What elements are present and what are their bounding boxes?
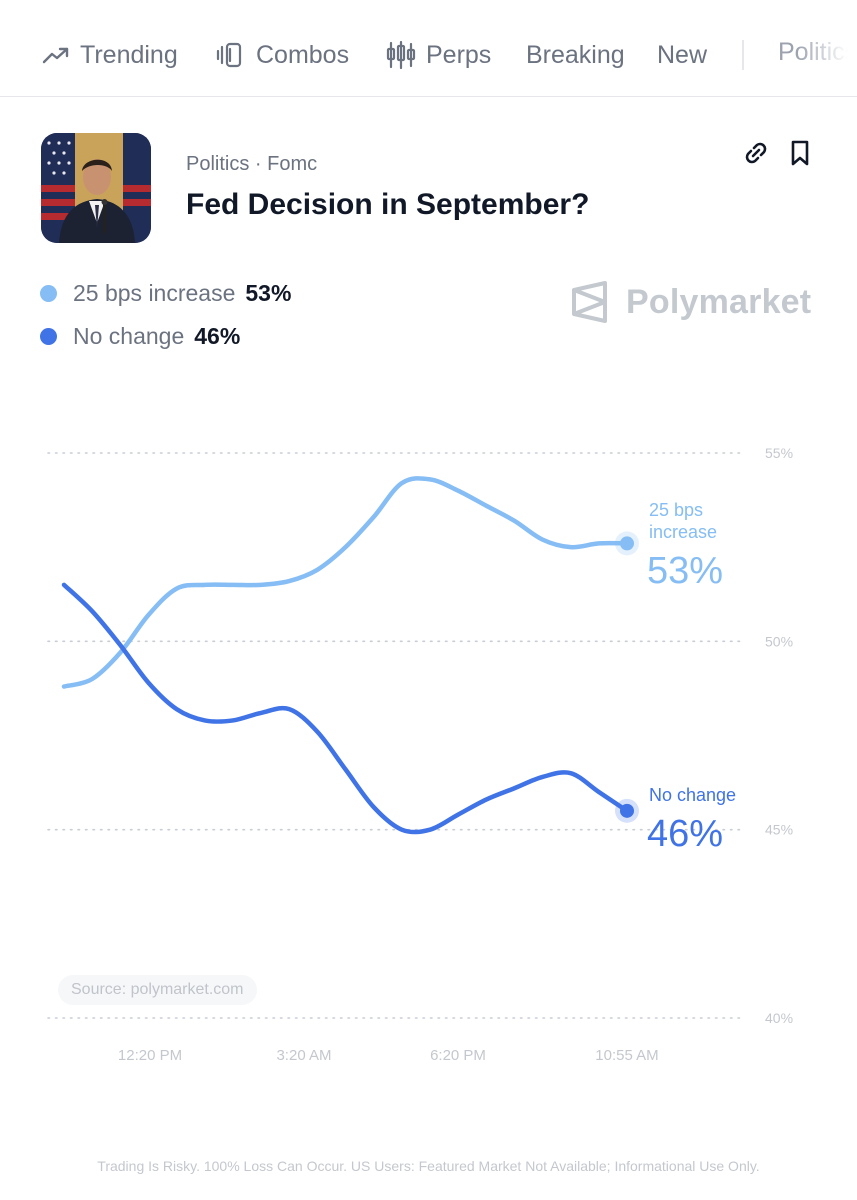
- nav-perps-label: Perps: [426, 40, 492, 69]
- series-end-label: No change: [649, 785, 736, 805]
- legend-dot-no-change: [40, 327, 57, 345]
- nav-combos-label: Combos: [256, 40, 350, 69]
- series-end-value: 46%: [647, 813, 723, 855]
- bookmark-icon: [791, 140, 809, 166]
- nav-new-label: New: [657, 40, 708, 69]
- link-icon: [745, 142, 767, 164]
- nav-combos[interactable]: Combos: [216, 38, 349, 72]
- legend-value-25bps: 53%: [245, 279, 292, 306]
- brand-name: Polymarket: [626, 282, 812, 321]
- nav-fade-overlay: [797, 0, 857, 95]
- series-line: [61, 476, 630, 689]
- legend-item-25bps: 25 bps increase 53%: [40, 278, 291, 308]
- copy-link-button[interactable]: [741, 138, 771, 168]
- candlestick-icon: [386, 40, 416, 70]
- legend-item-no-change: No change 46%: [40, 321, 240, 351]
- price-history-chart: 55% 50% 45% 40% 12:20 PM 3:20 AM 6:20 PM 10:55 …: [47, 445, 793, 1064]
- x-tick-label: 10:55 AM: [595, 1047, 658, 1064]
- nav-trending-label: Trending: [80, 40, 178, 69]
- nav-breaking-label: Breaking: [526, 40, 625, 69]
- combos-icon: [216, 42, 242, 68]
- y-tick-label: 40%: [765, 1010, 793, 1026]
- nav-trending[interactable]: Trending: [42, 38, 178, 72]
- y-tick-label: 50%: [765, 633, 793, 649]
- page-title: Fed Decision in September?: [186, 188, 590, 221]
- x-tick-label: 12:20 PM: [118, 1047, 182, 1064]
- series-end-label: increase: [649, 522, 717, 542]
- nav-perps[interactable]: Perps: [386, 38, 491, 72]
- endpoint-marker: [620, 536, 634, 551]
- breadcrumb[interactable]: Politics · Fomc: [186, 153, 318, 175]
- nav-new[interactable]: New: [657, 38, 707, 72]
- x-tick-label: 6:20 PM: [430, 1047, 486, 1064]
- nav-breaking[interactable]: Breaking: [526, 38, 625, 72]
- legend-label-no-change: No change: [73, 322, 185, 349]
- y-tick-label: 55%: [765, 445, 793, 461]
- bookmark-button[interactable]: [786, 138, 816, 168]
- source-label: Source: polymarket.com: [58, 975, 257, 1005]
- endpoint-marker: [620, 803, 634, 818]
- y-tick-label: 45%: [765, 822, 793, 838]
- x-tick-label: 3:20 AM: [276, 1047, 331, 1064]
- trending-icon: [42, 47, 69, 64]
- nav-divider: [742, 40, 744, 70]
- legend-value-no-change: 46%: [194, 322, 241, 349]
- legend-label-25bps: 25 bps increase: [73, 279, 236, 306]
- series-end-value: 53%: [647, 550, 723, 592]
- polymarket-mark-icon: [572, 281, 607, 323]
- top-nav: Trending Combos Perps Breaking New Polit…: [0, 0, 857, 97]
- market-thumbnail: [41, 133, 151, 243]
- risk-disclaimer: Trading Is Risky. 100% Loss Can Occur. U…: [97, 1158, 760, 1174]
- polymarket-logo: Polymarket: [570, 280, 811, 324]
- series-line: [61, 582, 630, 835]
- series-end-label: 25 bps: [649, 500, 703, 520]
- legend-dot-25bps: [40, 284, 57, 302]
